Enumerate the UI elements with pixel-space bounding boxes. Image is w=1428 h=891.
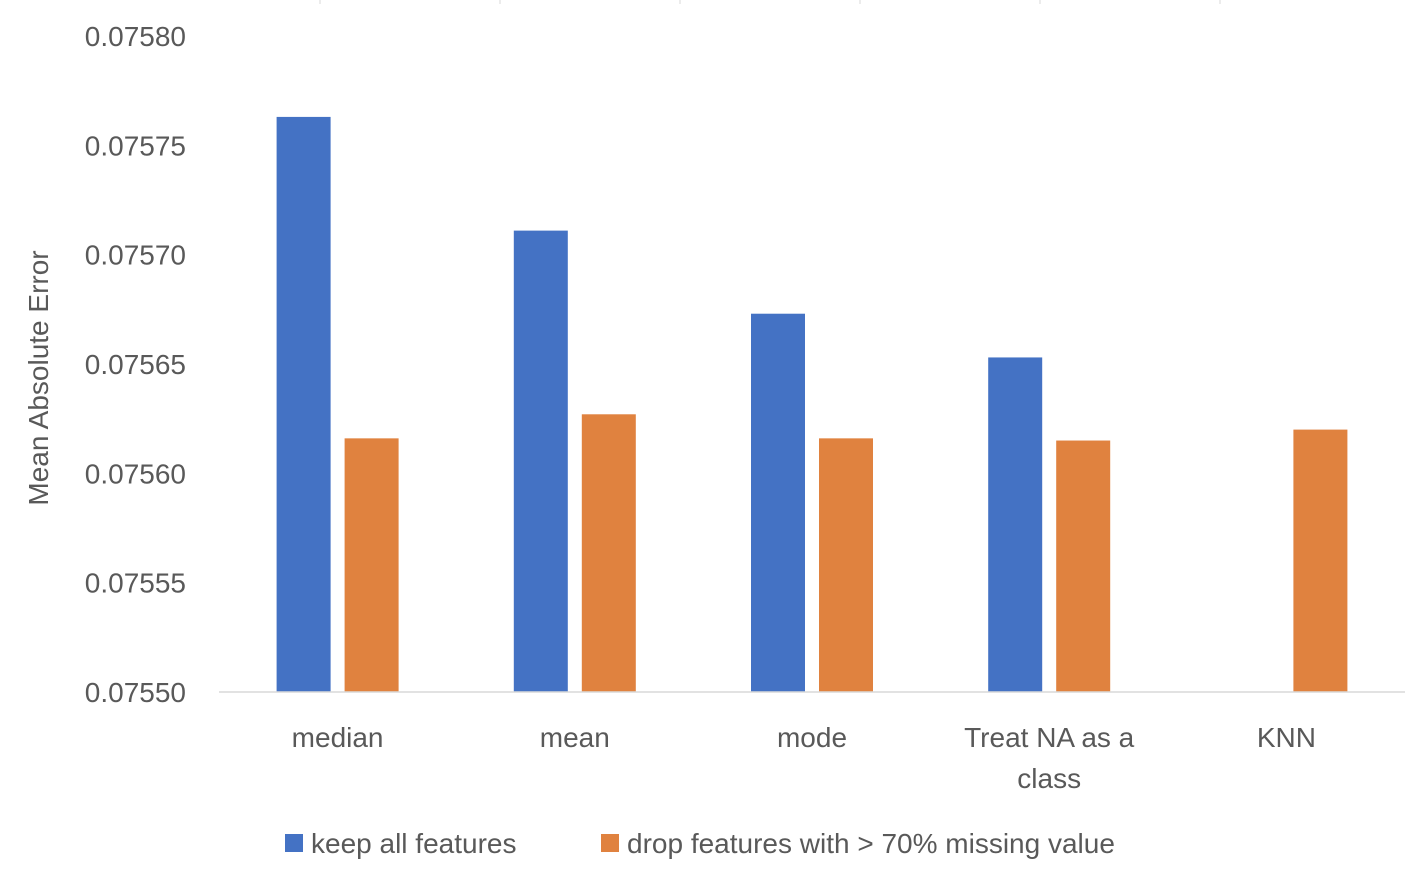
bar-keep-all-3: [988, 357, 1043, 692]
legend-label-1: drop features with > 70% missing value: [627, 828, 1115, 859]
x-category-label: KNN: [1257, 722, 1316, 753]
legend-swatch-1: [601, 834, 619, 852]
x-category-label: mode: [777, 722, 847, 753]
x-category-label: mean: [540, 722, 610, 753]
bar-drop-features-3: [1056, 440, 1111, 692]
y-tick-label: 0.07555: [85, 568, 186, 599]
x-category-label: class: [1017, 763, 1081, 794]
x-axis: median mean mode Treat NA as a class KNN: [292, 722, 1316, 794]
y-tick-label: 0.07550: [85, 677, 186, 708]
bar-drop-features-1: [581, 414, 636, 692]
y-tick-label: 0.07580: [85, 21, 186, 52]
bar-keep-all-0: [276, 116, 331, 692]
y-tick-label: 0.07565: [85, 349, 186, 380]
y-tick-label: 0.07560: [85, 458, 186, 489]
legend-label-0: keep all features: [311, 828, 516, 859]
y-tick-label: 0.07575: [85, 130, 186, 161]
y-axis-title: Mean Absolute Error: [23, 250, 54, 505]
bar-drop-features-2: [819, 438, 873, 692]
bars: [276, 116, 1348, 692]
y-axis: 0.07550 0.07555 0.07560 0.07565 0.07570 0.075…: [85, 21, 186, 708]
y-tick-label: 0.07570: [85, 240, 186, 271]
x-category-label: Treat NA as a: [964, 722, 1135, 753]
bar-keep-all-2: [751, 313, 805, 692]
bar-drop-features-4: [1293, 429, 1348, 692]
legend-swatch-0: [285, 834, 303, 852]
x-category-label: median: [292, 722, 384, 753]
bar-drop-features-0: [344, 438, 399, 692]
bar-keep-all-1: [513, 230, 568, 692]
legend: keep all features drop features with > 70…: [285, 828, 1115, 859]
top-border-ticks: [319, 0, 1221, 4]
